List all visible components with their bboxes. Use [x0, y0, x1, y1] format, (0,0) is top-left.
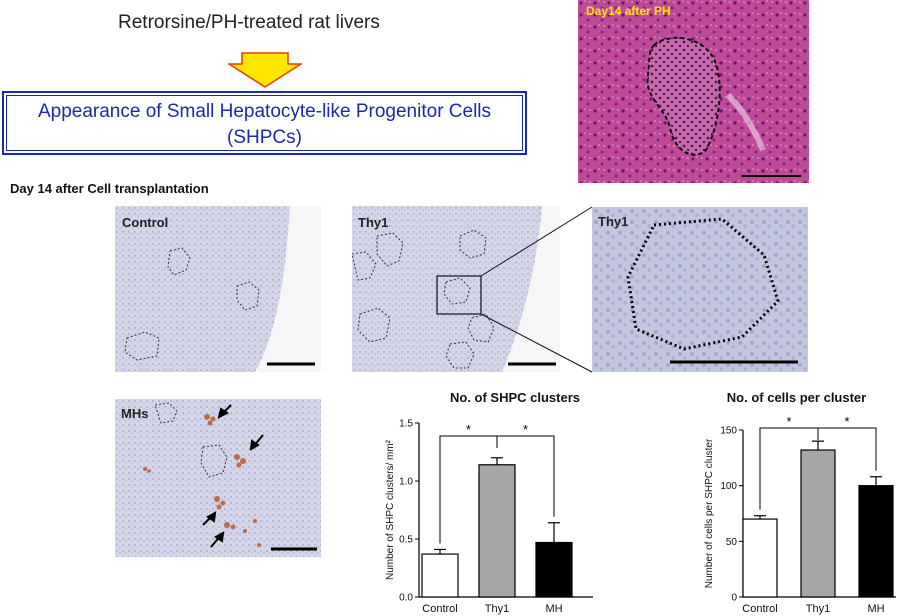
he-image-label: Day14 after PH — [586, 4, 671, 18]
header-title: Retrorsine/PH-treated rat livers — [118, 12, 380, 33]
y-tick-label: 1.0 — [399, 477, 413, 488]
banner-title-line1: Appearance of Small Hepatocyte-like Prog… — [37, 101, 492, 122]
bar-control — [742, 518, 778, 598]
he-stain-image: Day14 after PH — [578, 0, 809, 183]
y-tick-label: 0.5 — [399, 535, 413, 546]
zoom-box — [436, 275, 482, 315]
control-ihc-image: Control — [115, 206, 321, 372]
significance-bracket — [496, 435, 555, 517]
thy1-zoom-panel-label: Thy1 — [598, 214, 629, 229]
x-tick-label: MH — [867, 603, 884, 615]
y-tick-label: 150 — [720, 426, 737, 437]
significance-bracket — [817, 427, 877, 471]
significance-star: * — [523, 422, 528, 437]
shpc-clusters-bar-chart: Number of SHPC clusters/ mm² 0.0 0.5 1.0 1.5… — [385, 419, 593, 615]
title-banner: Appearance of Small Hepatocyte-like Prog… — [2, 91, 527, 155]
x-tick-label: Control — [422, 603, 457, 615]
thy1-ihc-image: Thy1 — [352, 206, 560, 372]
y-tick-label: 0 — [731, 593, 737, 604]
x-tick-label: Control — [742, 603, 777, 615]
mhs-panel-label: MHs — [121, 406, 149, 421]
bar-control — [421, 553, 459, 598]
y-tick-label: 100 — [720, 481, 737, 492]
chart1-title: No. of SHPC clusters — [449, 390, 581, 405]
thy1-panel-label: Thy1 — [358, 215, 389, 230]
significance-star: * — [844, 414, 849, 429]
y-axis-label: Number of SHPC clusters/ mm² — [385, 439, 396, 580]
bar-thy1 — [478, 464, 516, 598]
y-axis-label: Number of cells per SHPC cluster — [704, 438, 715, 588]
mhs-ihc-image: MHs — [115, 399, 321, 557]
bar-thy1 — [800, 449, 836, 598]
bar-mh — [858, 485, 894, 598]
y-tick-label: 0.0 — [399, 593, 413, 604]
banner-title-line2: (SHPCs) — [227, 127, 302, 148]
significance-star: * — [786, 414, 791, 429]
section-label: Day 14 after Cell transplantation — [10, 181, 209, 196]
cells-per-cluster-bar-chart: Number of cells per SHPC cluster 0 50 100 15… — [704, 414, 896, 615]
down-arrow-icon — [228, 52, 302, 88]
x-tick-label: MH — [545, 603, 562, 615]
chart2-title: No. of cells per cluster — [726, 390, 867, 405]
control-panel-label: Control — [122, 215, 169, 230]
y-tick-label: 50 — [726, 537, 738, 548]
x-tick-label: Thy1 — [485, 603, 509, 615]
bar-mh — [535, 541, 573, 598]
x-tick-label: Thy1 — [806, 603, 830, 615]
thy1-zoom-image: Thy1 — [592, 207, 808, 372]
significance-star: * — [466, 422, 471, 437]
y-tick-label: 1.5 — [399, 419, 413, 430]
